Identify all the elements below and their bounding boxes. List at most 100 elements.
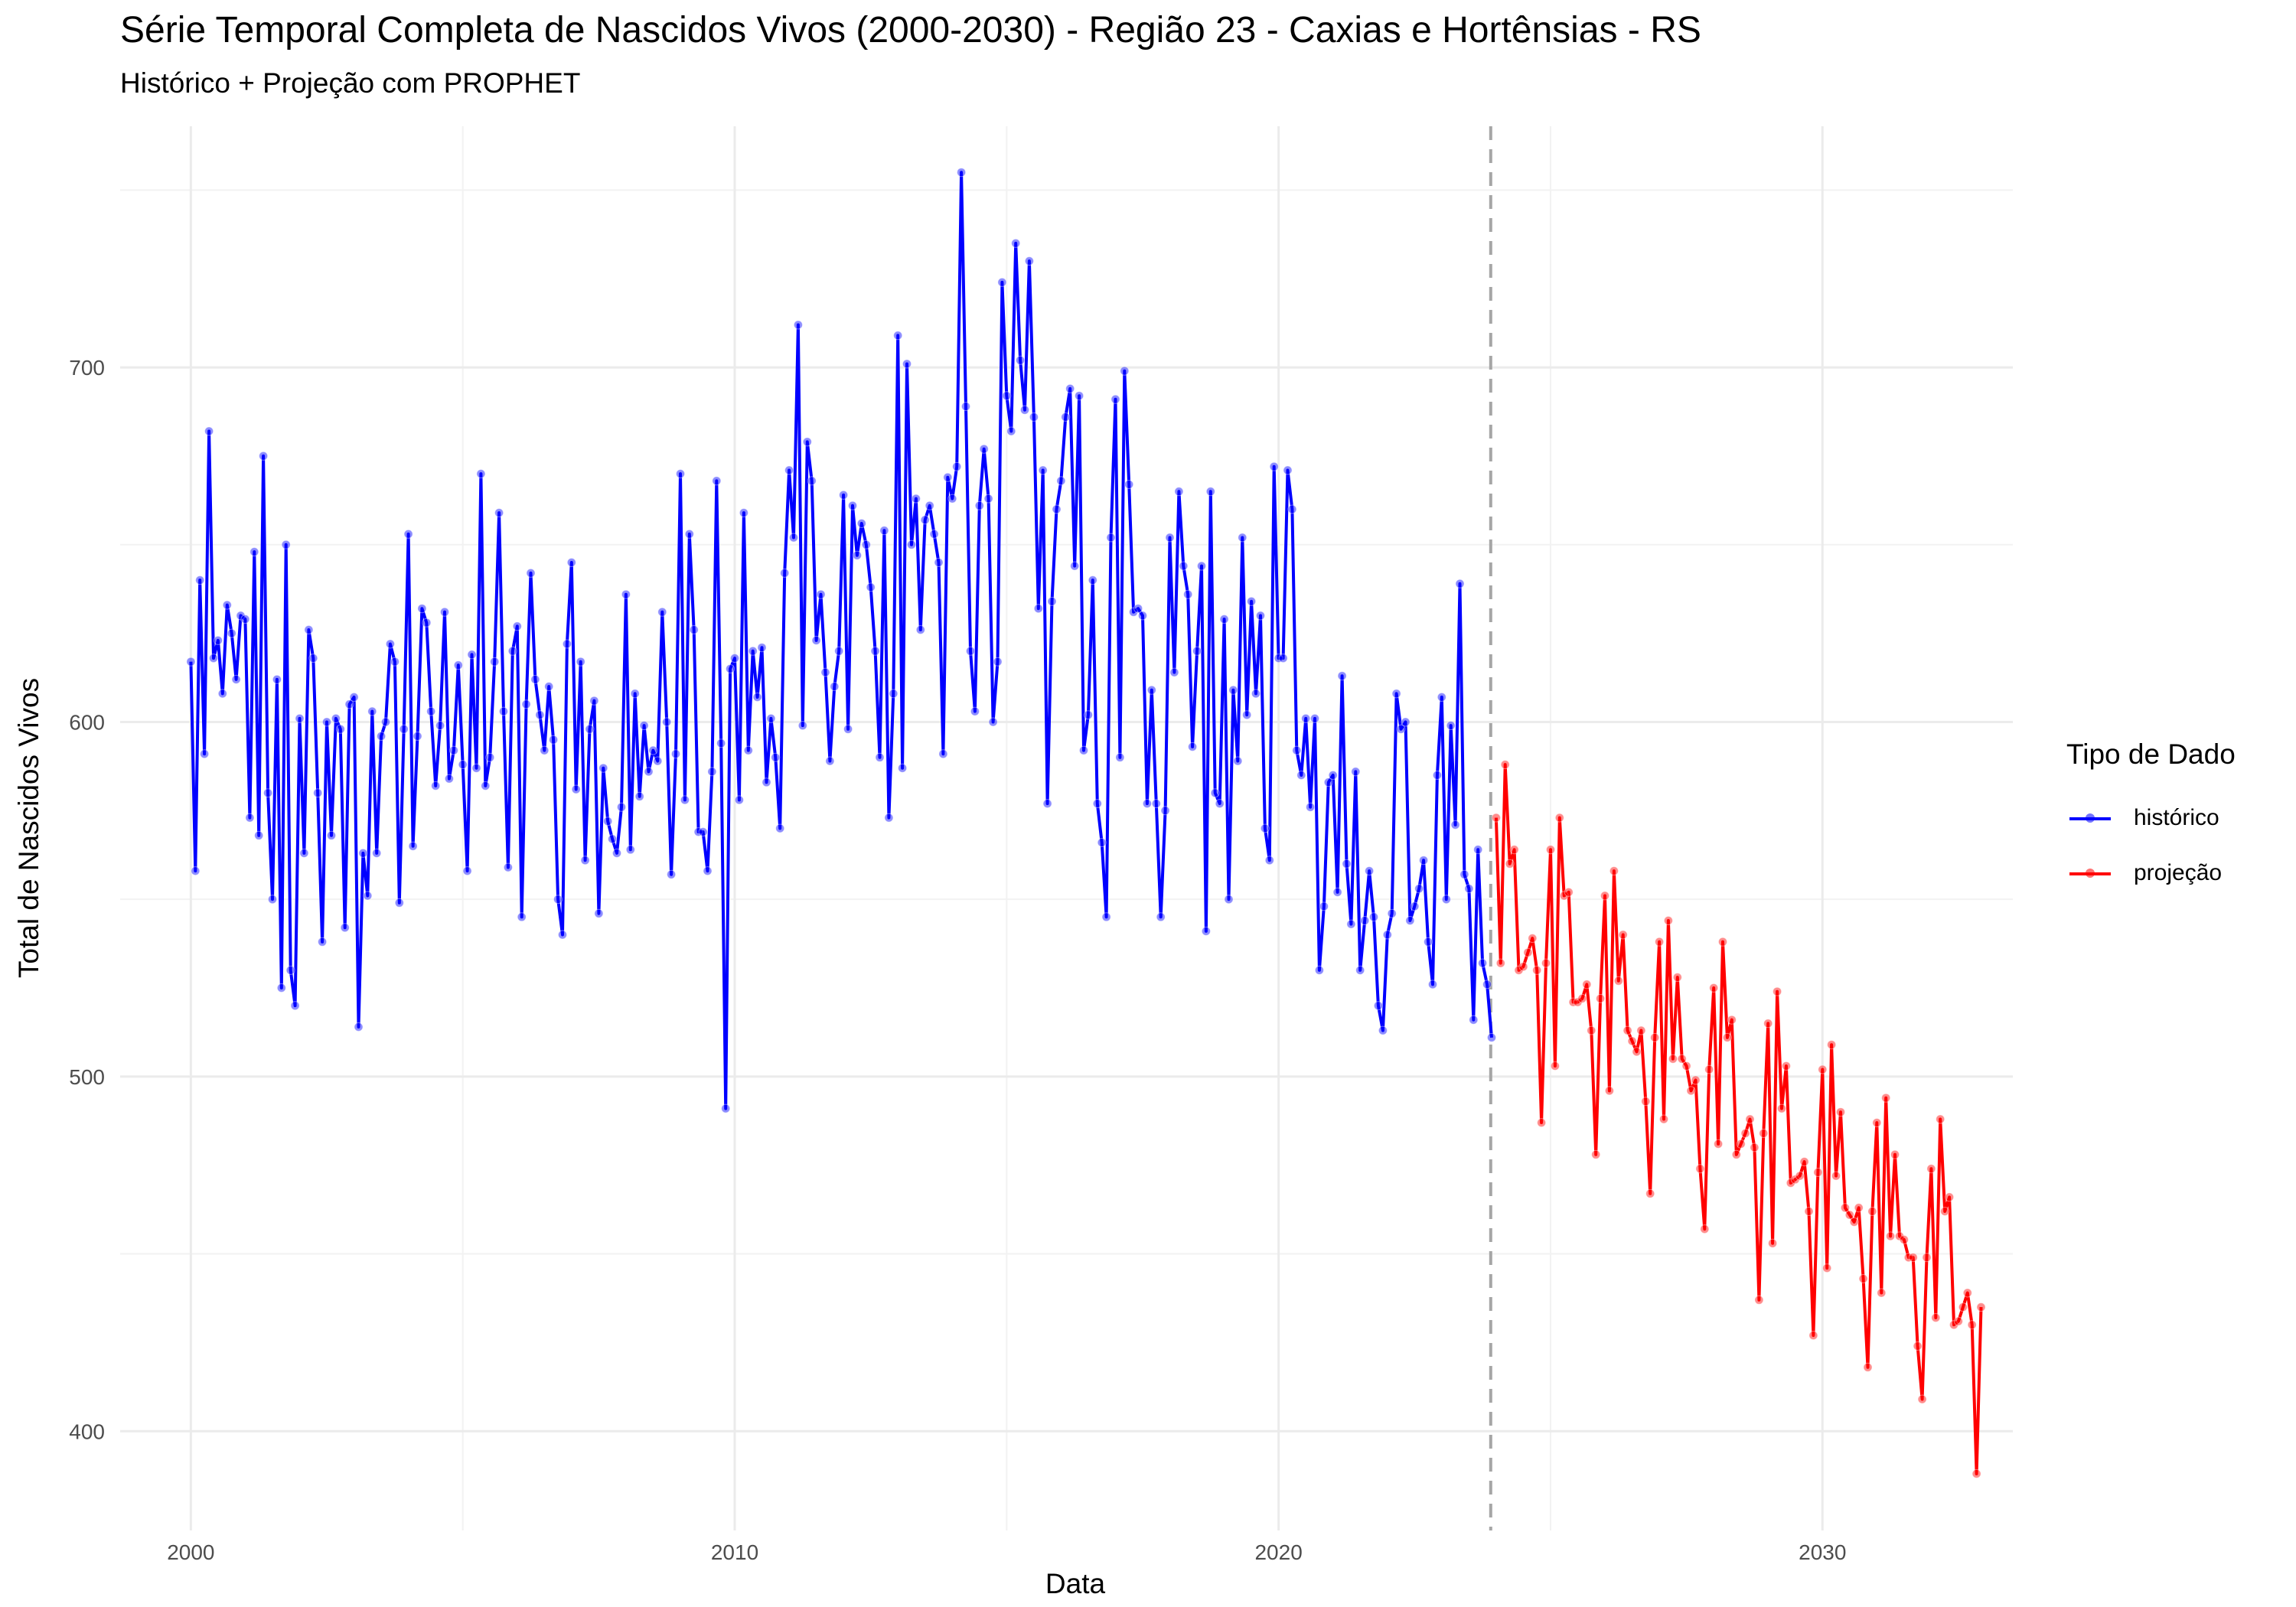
data-point xyxy=(476,469,486,479)
data-point xyxy=(344,699,354,709)
data-point xyxy=(1953,1316,1963,1326)
data-point xyxy=(1541,958,1551,968)
data-point xyxy=(993,657,1003,667)
data-point xyxy=(1011,238,1021,248)
data-point xyxy=(1446,721,1456,731)
data-point xyxy=(1373,1001,1383,1011)
data-point xyxy=(1192,646,1202,656)
data-point xyxy=(671,749,680,759)
data-point xyxy=(1469,1015,1479,1025)
data-point xyxy=(385,639,395,649)
data-point xyxy=(308,654,318,663)
data-point xyxy=(318,937,328,947)
data-point xyxy=(1849,1217,1859,1227)
data-point xyxy=(1283,465,1293,475)
data-point xyxy=(952,461,962,471)
data-point xyxy=(1360,916,1370,925)
data-point xyxy=(861,539,871,549)
data-point xyxy=(684,529,694,539)
data-point xyxy=(988,717,998,727)
data-point xyxy=(1478,958,1488,968)
data-point xyxy=(1033,604,1043,614)
data-point xyxy=(793,320,803,330)
data-point xyxy=(512,621,522,631)
data-point xyxy=(1645,1188,1655,1198)
data-point xyxy=(1587,1025,1596,1035)
data-point xyxy=(1065,383,1075,393)
data-point xyxy=(340,923,350,933)
y-tick-label: 600 xyxy=(69,710,105,734)
data-point xyxy=(1822,1263,1832,1273)
data-point xyxy=(1169,667,1179,677)
data-point xyxy=(408,841,418,851)
data-point xyxy=(453,660,463,670)
data-point xyxy=(676,469,685,479)
data-point xyxy=(1659,1114,1668,1124)
data-point xyxy=(186,657,196,667)
data-point xyxy=(1029,412,1039,422)
data-point xyxy=(797,721,807,731)
data-point xyxy=(997,277,1007,287)
data-point xyxy=(811,635,821,645)
x-axis-title: Data xyxy=(1045,1568,1106,1599)
data-point xyxy=(431,781,441,790)
data-point xyxy=(1886,1231,1896,1241)
data-point xyxy=(507,646,517,656)
data-point xyxy=(1554,813,1564,823)
data-point xyxy=(875,752,885,762)
data-point xyxy=(920,515,930,525)
data-point xyxy=(281,539,291,549)
data-point xyxy=(1663,916,1673,925)
data-point xyxy=(200,749,210,759)
data-point xyxy=(1432,771,1442,780)
data-point xyxy=(1450,820,1460,830)
data-point xyxy=(934,558,944,567)
data-point xyxy=(947,494,957,504)
data-point xyxy=(1636,1025,1646,1035)
data-point xyxy=(598,763,608,773)
data-point xyxy=(1691,1075,1701,1085)
data-point xyxy=(1197,561,1206,571)
data-point xyxy=(1781,1061,1791,1071)
data-point xyxy=(1727,1015,1737,1025)
data-point xyxy=(299,848,309,858)
data-point xyxy=(1441,895,1451,905)
data-point xyxy=(1301,713,1311,723)
data-point xyxy=(1205,487,1215,497)
data-point xyxy=(721,1103,731,1113)
data-point xyxy=(970,706,980,716)
data-point xyxy=(1613,976,1623,986)
data-point xyxy=(893,331,903,341)
data-point xyxy=(657,607,667,617)
data-point xyxy=(1867,1207,1877,1216)
data-point xyxy=(1264,856,1274,865)
data-point xyxy=(648,745,658,755)
data-point xyxy=(467,650,477,660)
data-point xyxy=(245,813,255,823)
data-point xyxy=(1573,997,1583,1007)
data-point xyxy=(612,848,621,858)
legend-item-historico: histórico xyxy=(2066,790,2236,846)
data-point xyxy=(1600,891,1609,901)
data-point xyxy=(1962,1288,1972,1298)
data-point xyxy=(1650,1032,1660,1042)
data-point xyxy=(762,777,771,787)
data-point xyxy=(1070,561,1080,571)
data-point xyxy=(1165,533,1175,543)
data-point xyxy=(1949,1320,1958,1330)
x-tick-label: 2020 xyxy=(1254,1540,1302,1564)
data-point xyxy=(1233,756,1243,766)
data-point xyxy=(521,699,531,709)
data-point xyxy=(748,646,758,656)
data-point xyxy=(1369,912,1378,922)
data-point xyxy=(1777,1103,1786,1113)
data-point xyxy=(1179,561,1189,571)
data-point xyxy=(1156,912,1166,922)
data-point xyxy=(1618,930,1628,940)
data-point xyxy=(549,735,559,745)
data-point xyxy=(1714,1139,1724,1149)
data-point xyxy=(481,781,491,790)
data-point xyxy=(662,717,672,727)
data-point xyxy=(1006,426,1016,436)
legend-label-projecao: projeção xyxy=(2134,860,2223,885)
